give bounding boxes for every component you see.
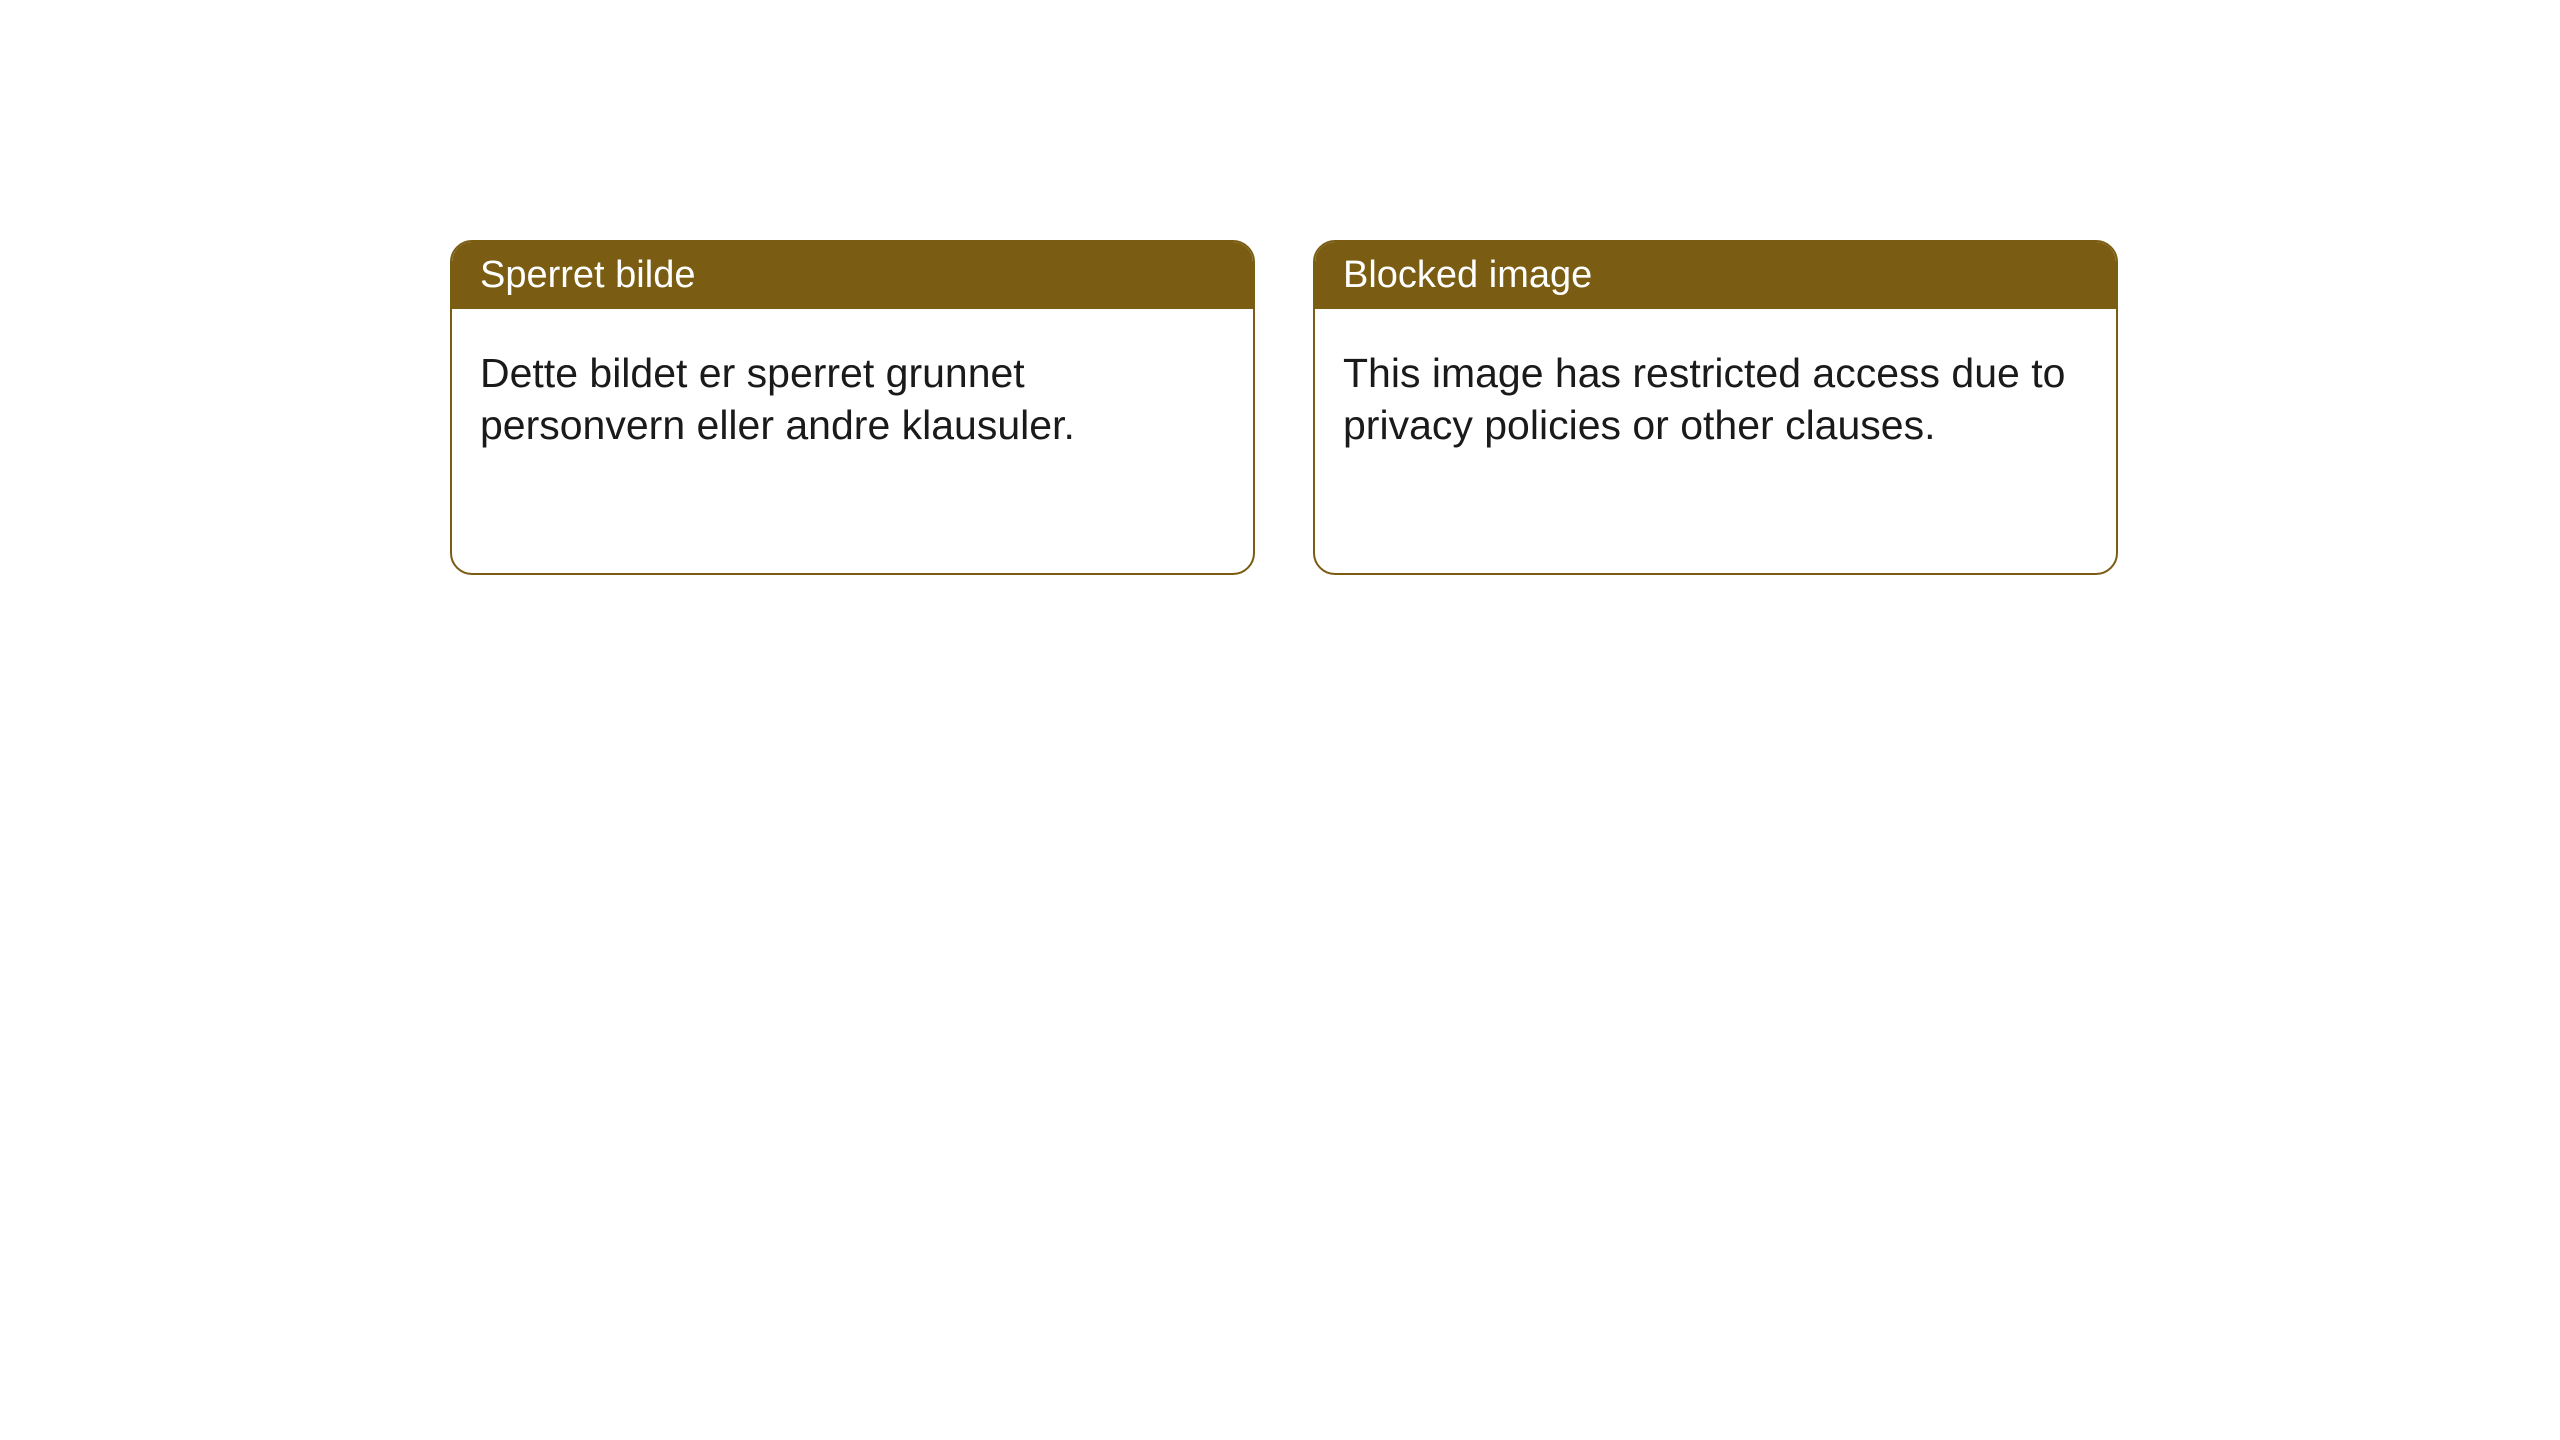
card-body-no: Dette bildet er sperret grunnet personve… bbox=[452, 309, 1253, 490]
blocked-image-card-en: Blocked image This image has restricted … bbox=[1313, 240, 2118, 575]
blocked-image-card-no: Sperret bilde Dette bildet er sperret gr… bbox=[450, 240, 1255, 575]
card-header-en: Blocked image bbox=[1315, 242, 2116, 309]
card-body-en: This image has restricted access due to … bbox=[1315, 309, 2116, 490]
notice-cards-container: Sperret bilde Dette bildet er sperret gr… bbox=[0, 0, 2560, 575]
card-header-no: Sperret bilde bbox=[452, 242, 1253, 309]
